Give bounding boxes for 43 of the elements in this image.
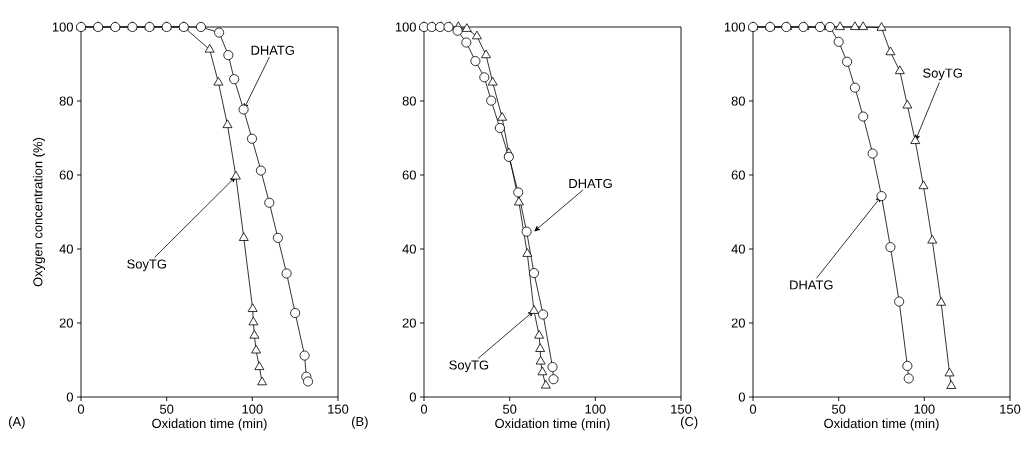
y-tick-label: 100	[724, 22, 745, 32]
y-axis-title: Oxygen concentration (%)	[32, 137, 46, 287]
y-tick-label: 80	[731, 96, 745, 106]
y-tick-label: 80	[59, 96, 73, 106]
x-axis-title: Oxidation time (min)	[495, 418, 610, 431]
x-tick-label: 0	[77, 404, 85, 414]
y-tick-label: 100	[395, 22, 416, 32]
x-tick-label: 100	[242, 404, 263, 414]
annotation: DHATG	[790, 280, 833, 290]
y-tick-label: 0	[738, 392, 745, 402]
y-tick-label: 20	[59, 318, 73, 328]
x-tick-label: 0	[420, 404, 428, 414]
x-tick-label: 150	[1000, 404, 1021, 414]
y-tick-label: 0	[66, 392, 73, 402]
x-axis-title: Oxidation time (min)	[152, 418, 267, 431]
annotation: DHATG	[569, 178, 612, 189]
x-tick-label: 150	[671, 404, 692, 414]
annotation: SoyTG	[449, 360, 489, 373]
x-tick-label: 100	[914, 404, 935, 414]
y-tick-label: 60	[402, 170, 416, 180]
annotation: DHATG	[251, 45, 294, 55]
x-tick-label: 50	[831, 404, 846, 414]
x-tick-label: 100	[585, 404, 606, 414]
y-tick-label: 100	[52, 22, 73, 32]
y-tick-label: 40	[731, 244, 745, 254]
y-tick-label: 60	[59, 170, 73, 180]
annotation: SoyTG	[923, 68, 962, 81]
x-axis-title: Oxidation time (min)	[824, 418, 939, 431]
x-tick-label: 0	[749, 404, 757, 414]
annotation: SoyTG	[127, 259, 166, 272]
y-tick-label: 40	[402, 244, 416, 254]
x-tick-label: 50	[502, 404, 517, 414]
x-tick-label: 150	[328, 404, 349, 414]
y-tick-label: 20	[731, 318, 745, 328]
text: (A)	[9, 416, 25, 429]
text: (C)	[681, 416, 698, 429]
text: (B)	[352, 416, 368, 429]
y-tick-label: 80	[402, 96, 416, 106]
y-tick-label: 60	[731, 170, 745, 180]
y-tick-label: 0	[409, 392, 416, 402]
y-tick-label: 20	[402, 318, 416, 328]
x-tick-label: 50	[159, 404, 174, 414]
y-tick-label: 40	[59, 244, 73, 254]
